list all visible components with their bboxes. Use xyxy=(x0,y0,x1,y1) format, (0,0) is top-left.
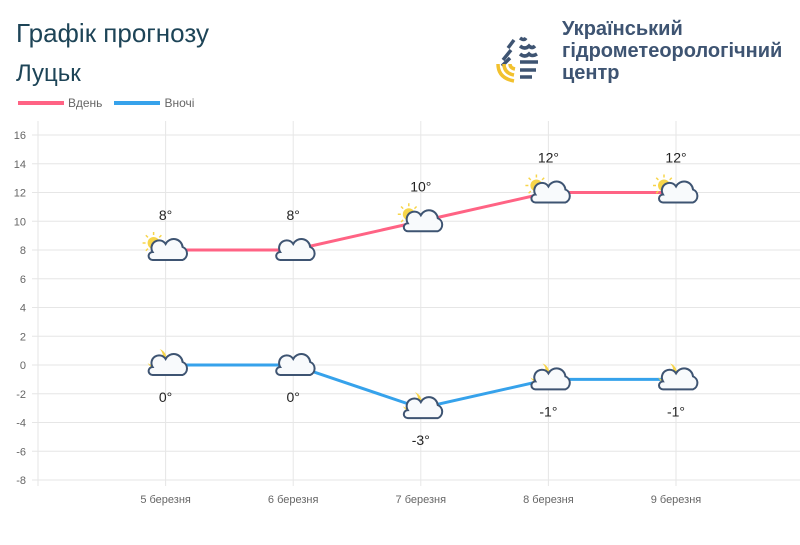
x-tick-label: 7 березня xyxy=(396,494,447,506)
page-title: Графік прогнозу xyxy=(16,18,209,48)
y-tick-label: 12 xyxy=(14,188,26,200)
org-name: Український гідрометеорологічний центр xyxy=(562,18,782,84)
legend: Вдень Вночі xyxy=(18,96,194,110)
cloud-icon xyxy=(147,238,188,261)
legend-label-night[interactable]: Вночі xyxy=(164,96,195,110)
cloud-icon xyxy=(530,180,571,204)
x-tick-label: 9 березня xyxy=(651,494,702,506)
x-tick-label: 6 березня xyxy=(268,494,319,506)
org-line: гідрометеорологічний xyxy=(562,40,783,62)
y-tick-label: 2 xyxy=(20,331,26,343)
y-tick-label: -2 xyxy=(16,389,26,401)
y-tick-label: 0 xyxy=(20,360,26,372)
data-label: -1° xyxy=(539,403,557,419)
y-tick-label: -8 xyxy=(16,475,26,487)
legend-swatch-night[interactable] xyxy=(114,101,161,105)
data-label: -1° xyxy=(667,403,685,419)
y-tick-label: 6 xyxy=(20,274,26,286)
legend-label-day[interactable]: Вдень xyxy=(68,96,103,110)
cloud-icon xyxy=(275,353,316,376)
cloud-icon xyxy=(530,367,571,391)
data-label: 0° xyxy=(159,389,172,405)
y-tick-label: -6 xyxy=(16,446,26,458)
data-label: 0° xyxy=(287,389,300,405)
data-label: 12° xyxy=(538,150,559,166)
org-line: Український xyxy=(562,18,683,40)
cloud-icon xyxy=(658,180,699,204)
y-tick-label: 4 xyxy=(20,303,26,315)
cloud-icon xyxy=(658,367,699,391)
data-label: 8° xyxy=(159,207,172,223)
data-label: 8° xyxy=(287,207,300,223)
data-label: -3° xyxy=(412,432,430,448)
x-tick-label: 8 березня xyxy=(523,494,574,506)
data-label: 10° xyxy=(410,178,431,194)
org-line: центр xyxy=(562,62,620,84)
cloud-icon xyxy=(402,396,444,420)
cloud-icon xyxy=(275,238,316,261)
ugmc-logo-icon xyxy=(496,36,538,83)
data-label: 12° xyxy=(665,150,686,166)
y-tick-label: 10 xyxy=(14,216,26,228)
y-tick-label: 14 xyxy=(14,159,26,171)
y-tick-label: 8 xyxy=(20,245,26,257)
city-name: Луцьк xyxy=(16,60,81,87)
y-tick-label: 16 xyxy=(14,130,26,142)
cloud-icon xyxy=(147,353,188,376)
x-tick-label: 5 березня xyxy=(140,494,191,506)
legend-swatch-day[interactable] xyxy=(18,101,64,105)
cloud-icon xyxy=(402,209,444,233)
y-tick-label: -4 xyxy=(16,418,26,430)
